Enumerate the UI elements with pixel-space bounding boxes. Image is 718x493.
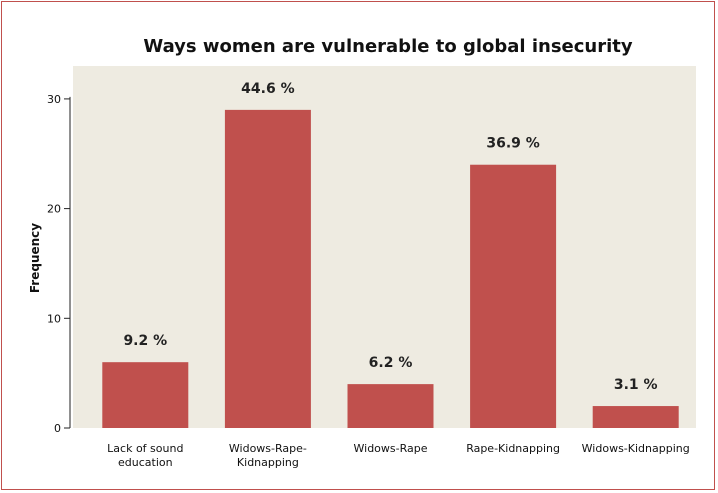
bar-data-label: 44.6 % [241, 81, 294, 97]
y-tick-label: 0 [54, 422, 61, 435]
bar-data-label: 6.2 % [369, 355, 413, 371]
x-category-label: Widows-Rape-Kidnapping [229, 442, 307, 469]
bar [592, 406, 679, 428]
y-tick-label: 30 [47, 93, 61, 106]
bar [102, 362, 189, 428]
x-category-label: Widows-Rape [354, 442, 428, 455]
bar-data-label: 9.2 % [123, 333, 167, 349]
bar [470, 164, 557, 428]
x-category-label: Rape-Kidnapping [466, 442, 560, 455]
y-tick-label: 10 [47, 312, 61, 325]
bar-data-label: 36.9 % [486, 136, 539, 152]
bar [347, 384, 434, 428]
y-tick-label: 20 [47, 203, 61, 216]
bar-data-label: 3.1 % [614, 377, 658, 393]
chart-title: Ways women are vulnerable to global inse… [143, 36, 633, 57]
y-axis-label: Frequency [28, 223, 42, 293]
bar [224, 109, 311, 428]
x-category-label: Widows-Kidnapping [582, 442, 690, 455]
x-category-label: Lack of sound education [107, 442, 183, 469]
